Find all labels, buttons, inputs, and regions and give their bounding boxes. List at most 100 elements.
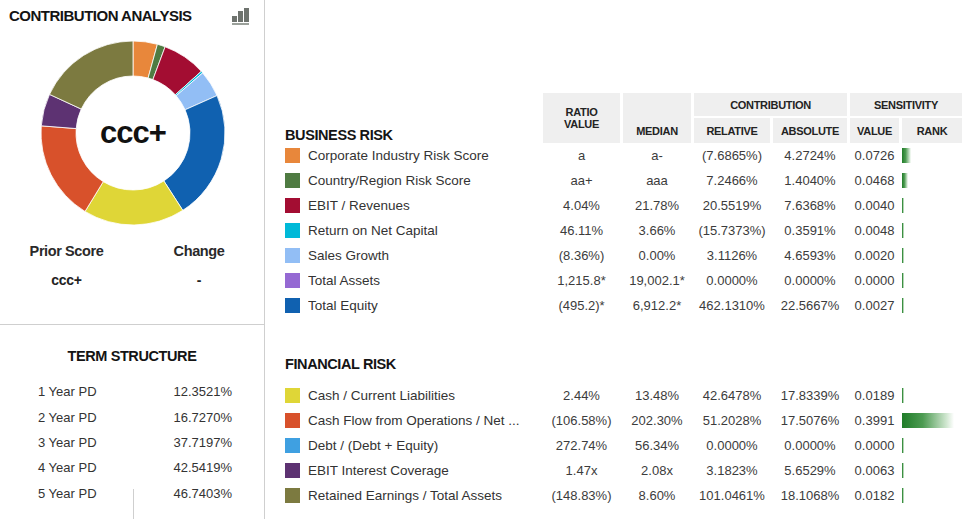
row-color-swatch [285,248,300,263]
row-label: Cash Flow from Operations / Net ... [308,413,520,428]
table-row[interactable]: EBIT / Revenues4.04%21.78%20.5519%7.6368… [285,193,961,218]
table-row[interactable]: Cash / Current Liabilities 2.44%13.48%42.… [285,383,961,408]
cell-sensitivity-value: 0.0189 [850,388,899,403]
cell-median: 19,002.1* [623,273,691,288]
table-row[interactable]: Return on Net Capital46.11%3.66%(15.7373… [285,218,961,243]
sensitivity-rank-bar [902,388,904,403]
sensitivity-rank-bar [902,413,954,428]
row-label: Cash / Current Liabilities [308,388,455,403]
table-row[interactable]: Corporate Industry Risk Scoreaa-(7.6865%… [285,143,961,168]
cell-ratio-value: (8.36%) [543,248,620,263]
bar-chart-icon[interactable] [230,5,252,25]
term-structure-list: 1 Year PD12.3521%2 Year PD16.7270%3 Year… [0,379,264,506]
sensitivity-rank-bar [902,463,904,478]
term-row: 1 Year PD12.3521% [0,379,264,404]
table-row[interactable]: Retained Earnings / Total Assets (148.83%… [285,483,961,508]
table-row[interactable]: Sales Growth(8.36%)0.00%3.1126%4.6593%0.… [285,243,961,268]
cell-sensitivity-rank [902,413,962,428]
row-label-cell: Retained Earnings / Total Assets [285,488,540,503]
donut-segment[interactable] [164,96,225,211]
row-label: Total Assets [308,273,380,288]
cell-ratio-value: 2.44% [543,388,620,403]
table-row[interactable]: EBIT Interest Coverage1.47x2.08x3.1823%5… [285,458,961,483]
row-color-swatch [285,223,300,238]
term-label: 2 Year PD [38,410,97,425]
cell-sensitivity-value: 0.0000 [850,273,899,288]
row-color-swatch [285,173,300,188]
row-label: Debt / (Debt + Equity) [308,438,438,453]
cell-absolute: 4.2724% [773,148,847,163]
column-header-relative: RELATIVE [694,118,770,143]
cell-absolute: 18.1068% [773,488,847,503]
cell-sensitivity-value: 0.0040 [850,198,899,213]
cell-absolute: 7.6368% [773,198,847,213]
row-label-cell: Cash Flow from Operations / Net ... [285,413,540,428]
sensitivity-rank-bar [902,148,911,163]
cell-sensitivity-rank [902,463,962,478]
row-color-swatch [285,148,300,163]
cell-median: 8.60% [623,488,691,503]
cell-ratio-value: (495.2)* [543,298,620,313]
score-summary: Prior Score ccc+ Change - [0,243,264,307]
prior-score-block: Prior Score ccc+ [0,243,133,307]
cell-relative: 0.0000% [694,438,770,453]
table-row[interactable]: Country/Region Risk Scoreaa+aaa7.2466%1.… [285,168,961,193]
sensitivity-rank-bar [902,198,904,213]
donut-segment[interactable] [49,41,133,109]
cell-relative: 42.6478% [694,388,770,403]
cell-sensitivity-rank [902,198,962,213]
cell-median: 2.08x [623,463,691,478]
row-label-cell: Return on Net Capital [285,223,540,238]
cell-ratio-value: (148.83%) [543,488,620,503]
cell-ratio-value: 1.47x [543,463,620,478]
cell-relative: 3.1823% [694,463,770,478]
cell-sensitivity-rank [902,438,962,453]
table-row[interactable]: Cash Flow from Operations / Net ... (106.… [285,408,961,433]
cell-ratio-value: 1,215.8* [543,273,620,288]
term-label: 5 Year PD [38,486,97,501]
cell-median: 3.66% [623,223,691,238]
cell-median: aaa [623,173,691,188]
sensitivity-rank-bar [902,438,904,453]
table-header: BUSINESS RISK RATIOVALUE MEDIAN CONTRIBU… [285,93,961,143]
cell-ratio-value: (106.58%) [543,413,620,428]
row-label-cell: Sales Growth [285,248,540,263]
business-risk-rows: Corporate Industry Risk Scoreaa-(7.6865%… [285,143,961,318]
sensitivity-rank-bar [902,488,904,503]
table-row[interactable]: Debt / (Debt + Equity)272.74%56.34%0.000… [285,433,961,458]
prior-score-label: Prior Score [0,243,133,259]
change-block: Change - [134,243,264,307]
term-structure-title: TERM STRUCTURE [0,348,264,364]
cell-median: a- [623,148,691,163]
term-row: 3 Year PD37.7197% [0,430,264,455]
cell-ratio-value: 46.11% [543,223,620,238]
cell-sensitivity-value: 0.0063 [850,463,899,478]
term-value: 42.5419% [173,460,232,475]
row-label-cell: EBIT Interest Coverage [285,463,540,478]
cell-absolute: 4.6593% [773,248,847,263]
cell-median: 6,912.2* [623,298,691,313]
row-color-swatch [285,438,300,453]
cell-ratio-value: a [543,148,620,163]
row-color-swatch [285,273,300,288]
row-label: Total Equity [308,298,378,313]
row-label: Retained Earnings / Total Assets [308,488,502,503]
term-row: 4 Year PD 42.5419% [0,455,264,480]
cell-sensitivity-value: 0.0182 [850,488,899,503]
financial-risk-section-title: FINANCIAL RISK [285,318,961,383]
business-risk-section-title: BUSINESS RISK [285,93,540,143]
term-value: 37.7197% [173,435,232,450]
cell-absolute: 17.5076% [773,413,847,428]
table-row[interactable]: Total Assets1,215.8*19,002.1*0.0000%0.00… [285,268,961,293]
row-label: Corporate Industry Risk Score [308,148,489,163]
cell-median: 202.30% [623,413,691,428]
cell-median: 13.48% [623,388,691,403]
change-label: Change [134,243,264,259]
table-row[interactable]: Total Equity(495.2)*6,912.2*462.1310%22.… [285,293,961,318]
cell-relative: 3.1126% [694,248,770,263]
column-group-sensitivity: SENSITIVITY [850,93,962,116]
cell-absolute: 22.5667% [773,298,847,313]
contribution-analysis-panel: CONTRIBUTION ANALYSIS ccc+ Prior Score c… [0,0,265,519]
contribution-donut-chart[interactable] [38,38,228,228]
term-label: 4 Year PD [38,460,97,475]
